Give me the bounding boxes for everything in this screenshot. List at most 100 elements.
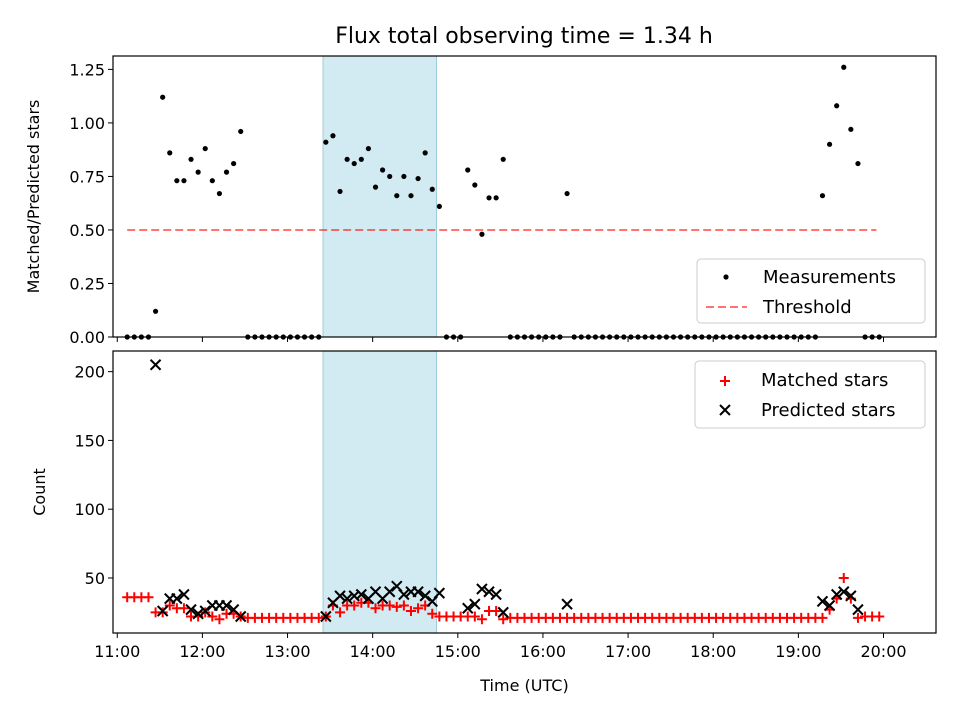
predicted-star-marker xyxy=(830,588,843,601)
predicted-star-marker xyxy=(419,590,431,602)
matched-star-marker xyxy=(164,600,175,611)
predicted-star-marker xyxy=(192,608,204,620)
y-tick-label: 100 xyxy=(74,500,105,519)
measurement-point xyxy=(422,150,428,156)
matched-star-marker xyxy=(384,600,395,611)
matched-star-marker xyxy=(214,614,225,625)
measurement-point xyxy=(436,203,442,210)
predicted-star-marker xyxy=(185,603,197,616)
y-axis-label: Matched/Predicted stars xyxy=(24,100,43,294)
measurement-point xyxy=(223,169,230,175)
measurement-point xyxy=(564,190,570,197)
predicted-star-marker xyxy=(852,603,864,616)
matched-star-marker xyxy=(370,603,381,614)
predicted-star-marker xyxy=(433,587,446,599)
predicted-star-marker xyxy=(483,586,495,598)
legend-measurement-marker xyxy=(723,274,729,280)
x-tick-label: 15:00 xyxy=(435,642,481,661)
measurement-point xyxy=(841,64,847,70)
predicted-star-marker xyxy=(469,598,481,610)
plot-frame xyxy=(112,350,937,634)
predicted-star-marker xyxy=(398,588,410,601)
predicted-star-marker xyxy=(199,605,211,617)
measurement-point xyxy=(500,156,506,162)
x-tick-label: 12:00 xyxy=(179,642,225,661)
y-tick-label: 0.25 xyxy=(69,274,105,293)
legend-label-matched: Matched stars xyxy=(761,370,888,391)
predicted-star-marker xyxy=(149,359,162,371)
matched-star-marker xyxy=(491,605,502,616)
plot-frame xyxy=(112,55,937,338)
measurement-point xyxy=(493,195,499,201)
measurement-point xyxy=(181,178,187,184)
predicted-star-marker xyxy=(320,610,332,623)
measurement-point xyxy=(344,156,350,162)
matched-star-marker xyxy=(178,603,189,614)
x-tick-label: 13:00 xyxy=(264,642,310,661)
legend: Matched stars Predicted stars xyxy=(694,360,926,429)
matched-star-marker xyxy=(852,612,863,623)
y-tick-label: 200 xyxy=(74,363,105,382)
legend: Measurements Threshold xyxy=(696,258,926,324)
series-measurements xyxy=(124,64,882,340)
measurement-point xyxy=(394,193,400,199)
predicted-star-marker xyxy=(383,586,396,598)
matched-star-marker xyxy=(398,600,409,611)
predicted-star-marker xyxy=(171,592,183,605)
legend-label-predicted: Predicted stars xyxy=(761,400,895,421)
predicted-star-marker xyxy=(156,605,169,617)
measurement-point xyxy=(337,188,343,195)
matched-star-marker xyxy=(143,592,154,603)
matched-star-marker xyxy=(498,614,509,625)
measurement-point xyxy=(323,139,329,145)
matched-star-marker xyxy=(413,603,424,614)
predicted-star-marker xyxy=(178,588,190,601)
measurement-point xyxy=(152,308,159,314)
matched-star-marker xyxy=(349,600,360,611)
predicted-star-marker xyxy=(220,599,233,612)
predicted-star-marker xyxy=(341,592,353,605)
legend-box xyxy=(694,360,926,429)
measurement-point xyxy=(834,103,840,109)
legend-matched-marker xyxy=(720,376,730,386)
y-tick-label: 150 xyxy=(74,431,105,450)
measurement-point xyxy=(358,156,364,162)
measurement-point xyxy=(429,186,435,192)
matched-star-marker xyxy=(391,601,402,612)
measurement-point xyxy=(351,160,357,167)
measurement-point xyxy=(160,94,166,100)
matched-star-marker xyxy=(817,612,828,623)
measurement-point xyxy=(408,193,414,199)
x-tick-label: 18:00 xyxy=(690,642,736,661)
legend-predicted-marker xyxy=(719,404,731,416)
matched-star-marker xyxy=(469,611,480,622)
y-tick-label: 1.00 xyxy=(69,114,105,133)
measurement-point xyxy=(167,150,173,156)
y-tick-label: 0.75 xyxy=(69,167,105,186)
measurement-point xyxy=(380,167,386,173)
x-tick-label: 17:00 xyxy=(605,642,651,661)
matched-star-marker xyxy=(313,612,324,623)
matched-star-marker xyxy=(874,611,885,622)
matched-star-marker xyxy=(405,605,416,616)
measurement-point xyxy=(216,190,223,197)
predicted-star-marker xyxy=(334,590,346,602)
x-tick-label: 19:00 xyxy=(775,642,821,661)
measurement-point xyxy=(855,160,861,167)
matched-star-marker xyxy=(207,611,218,622)
measurement-point xyxy=(202,145,208,152)
predicted-star-marker xyxy=(561,598,573,610)
x-tick-label: 20:00 xyxy=(860,642,906,661)
matched-star-marker xyxy=(335,607,346,618)
chart-title: Flux total observing time = 1.34 h xyxy=(335,24,713,49)
predicted-star-marker xyxy=(412,586,424,598)
measurement-point xyxy=(330,133,336,139)
predicted-star-marker xyxy=(234,610,247,623)
predicted-star-marker xyxy=(490,588,502,601)
legend-label-measurements: Measurements xyxy=(763,267,896,288)
x-axis-label: Time (UTC) xyxy=(479,676,568,695)
bottom-panel: 50 100 150 200 11:00 12:00 13:00 14:00 15:00 16:0… xyxy=(30,350,937,695)
y-tick-label: 0.50 xyxy=(69,221,105,240)
x-tick-label: 16:00 xyxy=(520,642,566,661)
